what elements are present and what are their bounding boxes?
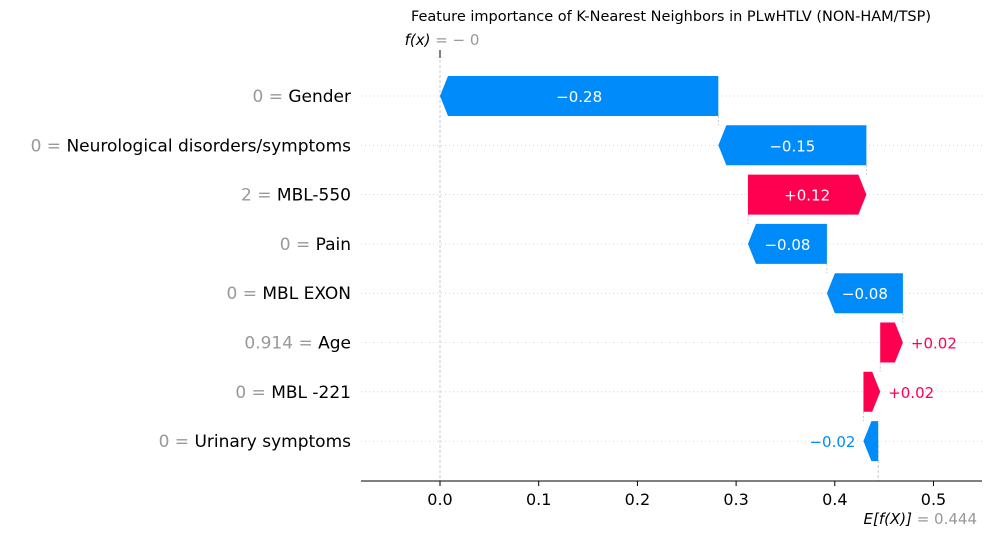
feature-label: 2 = MBL-550: [241, 186, 351, 206]
feature-name: MBL-550: [277, 186, 351, 206]
bar-value-label: +0.02: [911, 335, 957, 353]
feature-value: 0 =: [31, 136, 67, 156]
fx-label: f(x): [405, 31, 436, 49]
labels-layer: 0 = Gender −0.28 0 = Neurological disorder…: [31, 87, 957, 452]
bar-value-label: −0.15: [769, 137, 815, 155]
feature-label: 0 = Pain: [280, 235, 351, 255]
bar-negative: [747, 223, 827, 264]
fx-value: = − 0: [435, 31, 479, 49]
feature-value: 0 =: [159, 432, 195, 452]
bar-value-label: −0.02: [809, 433, 855, 451]
feature-name: Neurological disorders/symptoms: [66, 136, 351, 156]
feature-name: Urinary symptoms: [194, 432, 351, 452]
x-tick-label: 0.5: [921, 490, 946, 509]
feature-name: Pain: [316, 235, 351, 255]
x-tick-label: 0.3: [723, 490, 748, 509]
annotations: f(x) = − 0 E[f(X)] = 0.444: [405, 31, 977, 528]
x-tick-label: 0.1: [526, 490, 551, 509]
bar-negative: [826, 273, 903, 314]
feature-label: 0 = Neurological disorders/symptoms: [31, 136, 352, 156]
fx-annotation: f(x) = − 0: [405, 31, 480, 49]
bar-negative: [863, 421, 879, 462]
bar-positive: [747, 174, 867, 215]
feature-label: 0 = MBL -221: [235, 383, 351, 403]
bars-layer: [440, 76, 903, 462]
feature-value: 2 =: [241, 186, 277, 206]
efx-value: = 0.444: [917, 510, 977, 528]
feature-name: Age: [318, 334, 351, 354]
x-tick-label: 0.0: [427, 490, 452, 509]
feature-name: Gender: [288, 87, 351, 107]
feature-value: 0 =: [227, 284, 263, 304]
efx-label: E[f(X)]: [864, 510, 917, 528]
bar-positive: [863, 371, 881, 412]
bar-value-label: +0.02: [888, 384, 934, 402]
feature-label: 0 = Gender: [252, 87, 351, 107]
feature-value: 0 =: [252, 87, 288, 107]
efx-annotation: E[f(X)] = 0.444: [864, 510, 978, 528]
feature-value: 0.914 =: [244, 334, 318, 354]
feature-label: 0 = Urinary symptoms: [159, 432, 352, 452]
feature-value: 0 =: [280, 235, 316, 255]
x-tick-label: 0.4: [822, 490, 847, 509]
feature-name: MBL -221: [271, 383, 351, 403]
bar-negative: [718, 125, 867, 166]
feature-name: MBL EXON: [262, 284, 351, 304]
bar-positive: [880, 322, 903, 363]
bar-value-label: −0.28: [556, 88, 602, 106]
x-axis: 0.0 0.1 0.2 0.3 0.4 0.5: [361, 480, 982, 509]
bar-value-label: −0.08: [842, 285, 888, 303]
feature-label: 0 = MBL EXON: [227, 284, 351, 304]
chart-title: Feature importance of K-Nearest Neighbor…: [411, 9, 931, 25]
feature-label: 0.914 = Age: [244, 334, 351, 354]
feature-value: 0 =: [235, 383, 271, 403]
bar-negative: [440, 76, 719, 116]
x-tick-label: 0.2: [625, 490, 650, 509]
bar-value-label: +0.12: [784, 187, 830, 205]
bar-value-label: −0.08: [764, 236, 810, 254]
